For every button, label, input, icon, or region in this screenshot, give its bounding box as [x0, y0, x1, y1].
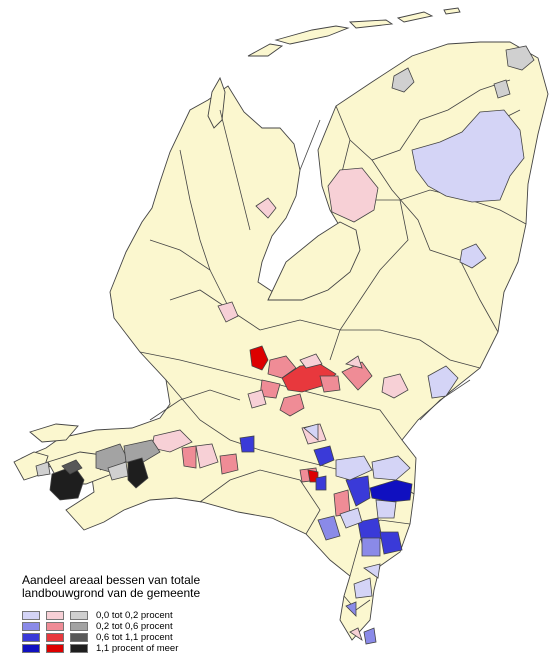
island-vlieland: [247, 43, 284, 57]
island-schouwen: [29, 423, 79, 443]
legend-label: 0,6 tot 1,1 procent: [96, 631, 173, 643]
municipality-red-light-1: [299, 353, 323, 369]
municipality-blue-light-7: [375, 499, 397, 519]
flevoland: [267, 221, 361, 301]
island-terschelling: [274, 25, 350, 45]
municipality-red-mid-1: [267, 355, 297, 379]
municipality-blue-mid-10: [361, 537, 381, 557]
legend-label: 0,2 tot 0,6 procent: [96, 620, 173, 632]
municipality-blue-light-3: [427, 365, 459, 399]
municipality-blue-mid-7: [317, 515, 341, 541]
municipality-red-light-6: [195, 443, 219, 469]
legend-swatch: [22, 644, 40, 653]
municipality-red-mid-3: [279, 393, 305, 417]
island-texel: [207, 76, 226, 129]
legend-title: Aandeel areaal bessen van totale landbou…: [22, 574, 322, 600]
municipality-blue-mid-5: [379, 531, 403, 555]
municipality-grey-5: [35, 461, 51, 477]
municipality-blue-mid-2: [313, 445, 335, 467]
legend-title-line1: Aandeel areaal bessen van totale: [22, 573, 201, 587]
legend-label: 0,0 tot 0,2 procent: [96, 609, 173, 621]
municipality-pink-nh: [255, 197, 277, 219]
legend-swatch: [46, 611, 64, 620]
legend-row: 1,1 procent of meer: [22, 643, 322, 654]
municipality-grey-ne-3: [493, 79, 511, 99]
island-schiermonnikoog: [396, 11, 434, 23]
legend-swatch: [22, 622, 40, 631]
legend-label: 1,1 procent of meer: [96, 642, 179, 654]
municipality-grey-ne-2: [505, 45, 535, 71]
legend-swatch: [70, 611, 88, 620]
legend-row: 0,6 tot 1,1 procent: [22, 632, 322, 643]
municipality-blue-mid-3: [345, 475, 371, 507]
municipality-red-light-2: [247, 389, 267, 409]
municipality-blue-mid-6: [315, 475, 327, 491]
legend-swatch: [22, 633, 40, 642]
municipality-red-mid-7: [219, 453, 239, 475]
municipality-blue-light-9: [353, 577, 373, 599]
municipality-grey-dark-2: [127, 457, 149, 489]
legend-swatch: [70, 622, 88, 631]
municipality-blue-light-drenthe: [411, 109, 525, 203]
island-ameland: [348, 19, 394, 29]
municipality-blue-light-5: [371, 455, 411, 481]
legend-swatch: [46, 633, 64, 642]
map-legend: Aandeel areaal bessen van totale landbou…: [22, 574, 322, 654]
mainland: [21, 41, 549, 641]
municipality-blue-mid-8: [345, 601, 357, 617]
legend-swatch: [46, 644, 64, 653]
municipality-red-light-4: [345, 355, 363, 369]
island-rottumeroog: [443, 7, 461, 15]
legend-rows: 0,0 tot 0,2 procent 0,2 tot 0,6 procent 0,…: [22, 610, 322, 654]
municipality-blue-mid-1: [239, 435, 255, 453]
municipality-grey-4: [61, 459, 83, 475]
legend-row: 0,2 tot 0,6 procent: [22, 621, 322, 632]
municipality-blue-mid-9: [363, 627, 377, 645]
municipality-pink-noordoostpolder: [327, 167, 379, 223]
municipality-blue-light-6: [339, 507, 363, 529]
municipality-blue-light-8: [303, 423, 319, 441]
municipality-pink-hilversum: [217, 301, 239, 323]
municipality-grey-ne-1: [391, 67, 415, 93]
municipality-grey-2: [123, 439, 161, 465]
legend-title-line2: landbouwgrond van de gemeente: [22, 586, 201, 600]
legend-swatch: [46, 622, 64, 631]
municipality-red-light-8: [349, 627, 363, 641]
legend-swatch: [70, 644, 88, 653]
municipality-blue-light-2: [459, 243, 487, 269]
municipality-borders: [99, 79, 527, 611]
municipality-red-dark-utrecht: [249, 345, 269, 371]
municipality-blue-light-10: [363, 563, 381, 579]
municipality-blue-light-4: [335, 455, 373, 481]
legend-row: 0,0 tot 0,2 procent: [22, 610, 322, 621]
municipality-red-light-3: [381, 373, 409, 399]
municipality-red-mid-6: [181, 445, 197, 469]
legend-swatch: [70, 633, 88, 642]
municipality-red-mid-4: [319, 375, 341, 393]
legend-swatch: [22, 611, 40, 620]
